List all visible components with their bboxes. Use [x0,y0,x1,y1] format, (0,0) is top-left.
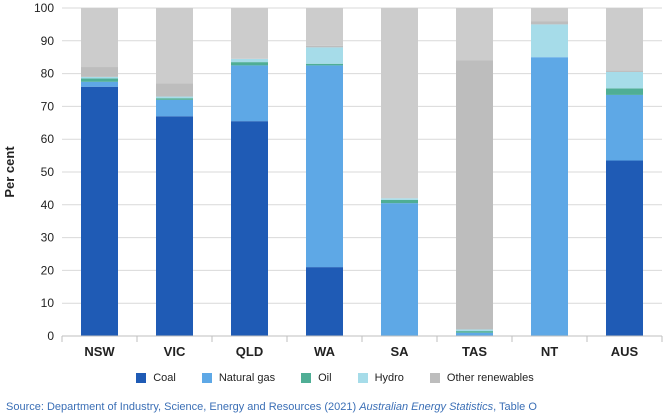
source-title: Australian Energy Statistics [359,401,494,413]
legend-label-hydro: Hydro [374,372,404,384]
x-tick-label-qld: QLD [236,344,263,359]
x-tick-label-nt: NT [541,344,558,359]
bar-wa-oil [306,63,343,66]
legend-swatch-hydro [357,373,368,383]
bar-wa-other-renewables-upper [306,8,343,46]
legend-item-other-renewables: Other renewables [429,372,534,384]
source-prefix: Source: Department of Industry, Science,… [6,401,360,413]
y-tick-label: 30 [41,231,55,245]
y-tick-label: 60 [41,132,55,146]
y-tick-label: 70 [41,99,55,113]
bar-aus-hydro [606,71,643,89]
legend-label-oil: Oil [318,372,332,384]
bar-wa-hydro [306,47,343,64]
legend-label-natural-gas: Natural gas [218,372,276,384]
bar-vic-other-renewables-upper [156,8,193,84]
bar-wa-coal [306,267,343,336]
legend: Coal Natural gas Oil Hydro Other renewab… [0,372,670,384]
bar-aus-oil [606,88,643,95]
bar-nsw-oil [81,78,118,82]
x-tick-label-tas: TAS [462,344,487,359]
bar-wa-other-renewables [306,45,343,48]
bar-nsw-other-renewables [81,67,118,77]
bar-tas-natural-gas [456,332,493,336]
bar-sa-natural-gas [381,203,418,336]
y-tick-label: 90 [41,34,55,48]
bar-vic-oil [156,98,193,100]
y-tick-label: 50 [41,165,55,179]
legend-swatch-coal [136,373,147,383]
legend-label-coal: Coal [153,372,176,384]
x-tick-label-nsw: NSW [84,344,115,359]
legend-item-oil: Oil [301,372,332,384]
y-tick-label: 10 [41,296,55,310]
bar-vic-other-renewables [156,83,193,97]
x-tick-label-wa: WA [314,344,336,359]
gridlines [62,7,662,337]
legend-item-hydro: Hydro [357,372,404,384]
source-suffix: , Table O [493,401,537,413]
bar-sa-hydro [381,198,418,200]
bar-aus-other-renewables [606,70,643,72]
legend-label-other-renewables: Other renewables [446,372,534,384]
x-tick-label-vic: VIC [164,344,186,359]
bar-nt-other-renewables [531,21,568,25]
y-tick-label: 100 [34,1,54,15]
bar-wa-natural-gas [306,65,343,268]
x-tick-label-sa: SA [390,344,409,359]
x-axis-ticks: NSW VIC QLD WA SA TAS NT AUS [61,335,663,359]
bar-sa-oil [381,199,418,204]
bar-tas-oil [456,331,493,333]
bar-aus-coal [606,160,643,336]
bar-tas-other-renewables-upper [456,8,493,61]
legend-swatch-natural-gas [201,373,212,383]
bar-nsw-natural-gas [81,81,118,87]
bar-nt-hydro [531,24,568,58]
bar-qld-other-renewables-upper [231,8,268,59]
bar-qld-coal [231,121,268,336]
bar-nsw-hydro [81,76,118,79]
legend-item-natural-gas: Natural gas [201,372,276,384]
x-tick-label-aus: AUS [611,344,639,359]
y-tick-label: 0 [47,329,54,343]
legend-swatch-oil [301,373,312,383]
bar-nt-other-renewables-upper [531,8,568,22]
bar-qld-oil [231,62,268,66]
y-axis-ticks: 0 10 20 30 40 50 60 70 80 90 100 [34,1,54,343]
bar-vic-hydro [156,96,193,99]
bar-vic-coal [156,116,193,337]
bar-aus-other-renewables-upper [606,8,643,71]
bar-vic-natural-gas [156,99,193,117]
y-tick-label: 20 [41,263,55,277]
bar-nsw-coal [81,86,118,336]
legend-swatch-other-renewables [429,373,440,383]
bar-sa-other-renewables-upper [381,8,418,199]
bar-aus-natural-gas [606,94,643,161]
y-axis-label: Per cent [2,146,17,198]
bar-tas-hydro [456,329,493,332]
source-note: Source: Department of Industry, Science,… [6,401,537,413]
y-tick-label: 40 [41,198,55,212]
bar-tas-other-renewables [456,60,493,330]
legend-item-coal: Coal [136,372,176,384]
bar-nsw-other-renewables-upper [81,8,118,68]
bar-nt-natural-gas [531,57,568,336]
bar-qld-natural-gas [231,65,268,122]
y-tick-label: 80 [41,67,55,81]
bars [81,8,643,337]
bar-qld-hydro [231,58,268,63]
